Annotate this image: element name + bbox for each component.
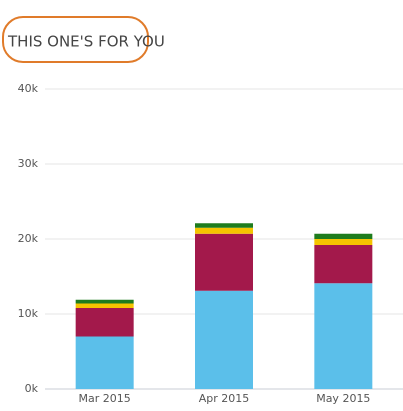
bar-segment bbox=[195, 233, 253, 291]
bar-segment bbox=[314, 239, 373, 245]
title-frame bbox=[2, 16, 149, 63]
y-tick-label: 10k bbox=[18, 307, 39, 320]
y-tick-label: 30k bbox=[18, 157, 39, 170]
y-tick-label: 40k bbox=[18, 82, 39, 95]
bar-segment bbox=[314, 283, 373, 389]
bar-segment bbox=[195, 290, 253, 389]
bar-segment bbox=[75, 299, 134, 304]
bar-segment bbox=[195, 227, 253, 234]
bar-segment bbox=[75, 303, 134, 308]
x-tick-label: Mar 2015 bbox=[79, 392, 131, 405]
y-tick-label: 20k bbox=[18, 232, 39, 245]
bar-segment bbox=[314, 245, 373, 284]
x-tick-label: Apr 2015 bbox=[199, 392, 250, 405]
bar-segment bbox=[314, 233, 373, 239]
bar-segment bbox=[195, 223, 253, 228]
x-tick-label: May 2015 bbox=[316, 392, 370, 405]
chart-title: THIS ONE'S FOR YOU bbox=[7, 33, 165, 51]
bar-segment bbox=[75, 308, 134, 337]
bar-segment bbox=[75, 336, 134, 389]
y-tick-label: 0k bbox=[25, 382, 39, 395]
